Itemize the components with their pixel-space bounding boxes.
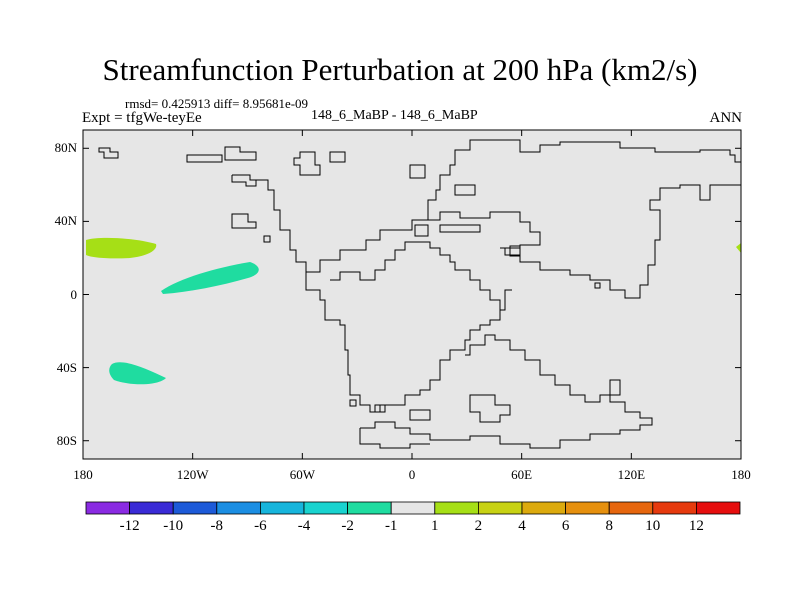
colorbar-label: -1 [384,518,398,534]
colorbar-swatch [347,501,392,515]
continent-outlines [98,139,741,449]
lon-tick-label: 60W [289,467,315,482]
colorbar-swatch [565,501,610,515]
lat-tick-label: 80N [54,140,77,156]
colorbar-swatch [85,501,130,515]
colorbar-label: 2 [474,518,483,534]
colorbar-label: 6 [561,518,570,534]
colorbar-swatch [303,501,348,515]
lat-tick-label: 80S [56,432,77,448]
negative-anomaly-pacific-south [109,362,166,385]
lon-tick-label: 120W [176,467,209,482]
colorbar-swatch [521,501,566,515]
lon-tick-label: 180 [73,467,93,482]
map-background [83,130,741,459]
axis-ticks [82,130,742,459]
lon-tick-label: 0 [408,467,416,482]
season-label: ANN [709,110,743,126]
chart-title: Streamfunction Perturbation at 200 hPa (… [102,52,698,87]
colorbar-label: -8 [210,518,224,534]
colorbar-swatch [259,501,305,515]
colorbar-swatch [390,501,436,515]
colorbar-label: -12 [119,518,140,534]
colorbar-label: -6 [254,518,267,534]
colorbar-label: 12 [688,518,704,534]
negative-anomaly-pacific-central [161,262,259,294]
lat-tick-label: 40S [56,359,77,375]
colorbar-swatch [652,501,697,515]
colorbar-swatch [608,501,654,515]
colorbar-label: 4 [518,518,526,534]
difference-label: 148_6_MaBP - 148_6_MaBP [311,108,478,123]
lon-tick-label: 60E [511,467,533,482]
colorbar-swatch [696,501,741,515]
colorbar [85,501,741,515]
positive-anomaly-east-edge [736,243,741,253]
colorbar-label: 8 [605,518,613,534]
colorbar-swatch [477,501,523,515]
colorbar-label: 10 [645,518,661,534]
positive-anomaly-pacific-north [86,237,157,259]
lon-tick-label: 120E [617,467,646,482]
colorbar-swatch [129,501,174,515]
statistics-text: rmsd= 0.425913 diff= 8.95681e-09 [125,96,309,111]
lat-tick-label: 40N [54,213,77,229]
colorbar-label: -4 [297,518,311,534]
colorbar-label: 1 [431,518,439,534]
lat-tick-label: 0 [70,286,78,302]
colorbar-swatch [216,501,261,515]
colorbar-swatch [434,501,479,515]
colorbar-label: -2 [341,518,354,534]
colorbar-label: -10 [163,518,184,534]
lon-tick-label: 180 [731,467,751,482]
colorbar-swatch [172,501,218,515]
experiment-label: Expt = tfgWe-teyEe [82,110,202,126]
